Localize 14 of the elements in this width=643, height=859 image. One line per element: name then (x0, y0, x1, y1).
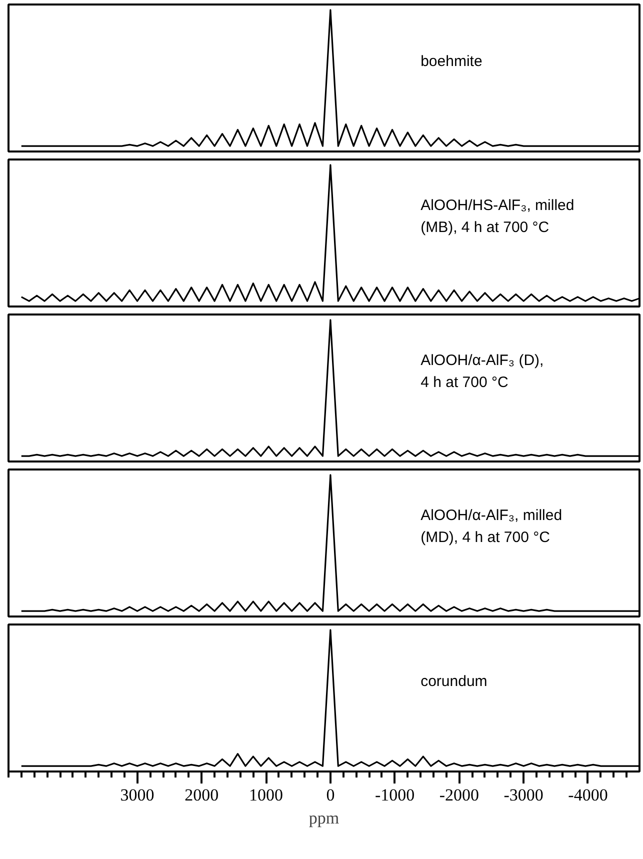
x-tick-label: -4000 (568, 786, 608, 804)
x-tick-label: -3000 (504, 786, 544, 804)
text: AlOOH/α-AlF₃, milled (MD), 4 h at 700 °C (420, 507, 562, 546)
x-tick-label: 1000 (249, 786, 284, 804)
x-tick-label: -1000 (374, 786, 415, 804)
text: boehmite (420, 53, 482, 70)
text: corundum (420, 673, 488, 690)
x-axis-title: ppm (308, 808, 340, 828)
text: AlOOH/HS-AlF₃, milled (MB), 4 h at 700 °C (420, 197, 574, 236)
x-tick-label: 2000 (184, 786, 219, 804)
text: AlOOH/α-AlF₃ (D), 4 h at 700 °C (420, 352, 544, 392)
x-tick-label: 3000 (120, 786, 154, 804)
x-tick-label: -2000 (439, 786, 480, 804)
x-tick-label: 0 (326, 786, 335, 804)
